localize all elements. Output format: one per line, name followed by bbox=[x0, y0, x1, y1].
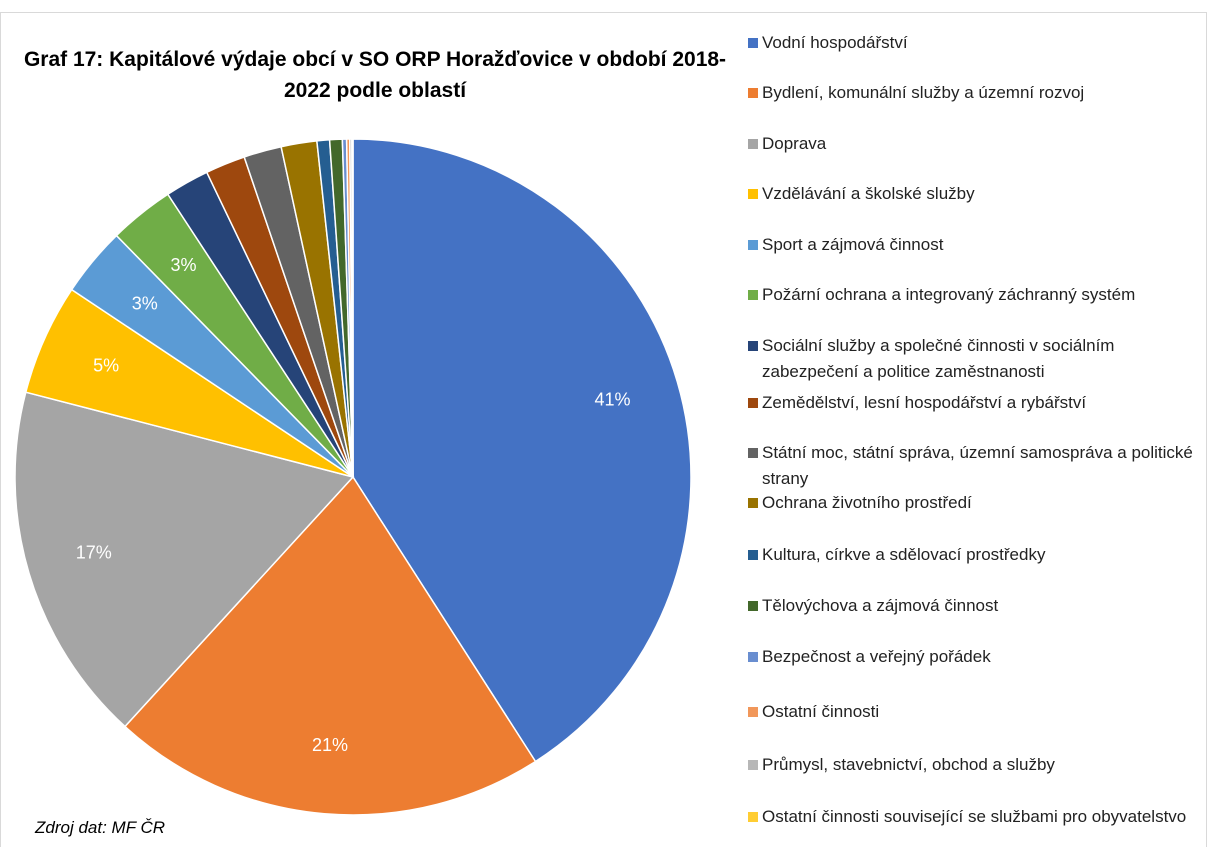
legend-swatch bbox=[748, 38, 758, 48]
legend-item: Ochrana životního prostředí bbox=[748, 490, 1200, 516]
legend-label: Sport a zájmová činnost bbox=[762, 235, 944, 254]
legend-item: Doprava bbox=[748, 131, 1200, 157]
pie-slice bbox=[14, 391, 355, 728]
legend-item: Vodní hospodářství bbox=[748, 30, 1200, 56]
legend-item: Ostatní činnosti související se službami… bbox=[748, 804, 1200, 830]
data-label: 5% bbox=[93, 355, 119, 375]
legend-item: Zemědělství, lesní hospodářství a rybářs… bbox=[748, 390, 1200, 416]
data-label: 3% bbox=[170, 255, 196, 275]
pie-slice bbox=[123, 475, 537, 816]
legend-label: Zemědělství, lesní hospodářství a rybářs… bbox=[762, 393, 1087, 412]
legend-label: Vzdělávání a školské služby bbox=[762, 184, 975, 203]
legend-label: Ochrana životního prostředí bbox=[762, 493, 972, 512]
legend-label: Ostatní činnosti bbox=[762, 702, 880, 721]
pie-slice bbox=[352, 138, 692, 763]
legend-item: Sociální služby a společné činnosti v so… bbox=[748, 333, 1200, 385]
source: Zdroj dat: MF ČR bbox=[35, 818, 166, 837]
legend-swatch bbox=[748, 341, 758, 351]
data-label: 17% bbox=[76, 543, 112, 563]
legend-item: Průmysl, stavebnictví, obchod a služby bbox=[748, 752, 1200, 778]
legend-item: Státní moc, státní správa, územní samosp… bbox=[748, 440, 1200, 492]
legend-item: Tělovýchova a zájmová činnost bbox=[748, 593, 1200, 619]
legend-label: Doprava bbox=[762, 134, 827, 153]
legend-swatch bbox=[748, 448, 758, 458]
data-label: 3% bbox=[132, 293, 158, 313]
legend-swatch bbox=[748, 88, 758, 98]
legend-item: Kultura, církve a sdělovací prostředky bbox=[748, 542, 1200, 568]
legend-label: Sociální služby a společné činnosti v so… bbox=[762, 336, 1115, 381]
legend-label: Průmysl, stavebnictví, obchod a služby bbox=[762, 755, 1055, 774]
legend-swatch bbox=[748, 707, 758, 717]
frame bbox=[0, 12, 1207, 847]
legend-label: Státní moc, státní správa, územní samosp… bbox=[762, 443, 1193, 488]
legend-swatch bbox=[748, 240, 758, 250]
legend-item: Sport a zájmová činnost bbox=[748, 232, 1200, 258]
legend-swatch bbox=[748, 760, 758, 770]
legend-item: Ostatní činnosti bbox=[748, 699, 1200, 725]
legend-item: Požární ochrana a integrovaný záchranný … bbox=[748, 282, 1200, 308]
data-label: 21% bbox=[312, 735, 348, 755]
legend-swatch bbox=[748, 652, 758, 662]
chart-title: Graf 17: Kapitálové výdaje obcí v SO ORP… bbox=[23, 48, 727, 102]
legend-swatch bbox=[748, 290, 758, 300]
pie: 41% 21% 17% 5% 3% 3% bbox=[14, 138, 692, 816]
legend-label: Vodní hospodářství bbox=[762, 33, 908, 52]
legend-item: Vzdělávání a školské služby bbox=[748, 181, 1200, 207]
legend-item: Bezpečnost a veřejný pořádek bbox=[748, 644, 1200, 670]
data-label: 41% bbox=[594, 390, 630, 410]
legend-swatch bbox=[748, 812, 758, 822]
legend-swatch bbox=[748, 139, 758, 149]
legend-label: Ostatní činnosti související se službami… bbox=[762, 807, 1187, 826]
legend-label: Kultura, církve a sdělovací prostředky bbox=[762, 545, 1046, 564]
legend-swatch bbox=[748, 550, 758, 560]
legend-label: Bydlení, komunální služby a územní rozvo… bbox=[762, 83, 1085, 102]
legend-label: Bezpečnost a veřejný pořádek bbox=[762, 647, 991, 666]
pie-slice bbox=[351, 138, 354, 478]
legend-swatch bbox=[748, 498, 758, 508]
legend-swatch bbox=[748, 601, 758, 611]
legend-swatch bbox=[748, 398, 758, 408]
legend-label: Požární ochrana a integrovaný záchranný … bbox=[762, 285, 1136, 304]
legend-label: Tělovýchova a zájmová činnost bbox=[762, 596, 999, 615]
legend-swatch bbox=[748, 189, 758, 199]
legend-item: Bydlení, komunální služby a územní rozvo… bbox=[748, 80, 1200, 106]
